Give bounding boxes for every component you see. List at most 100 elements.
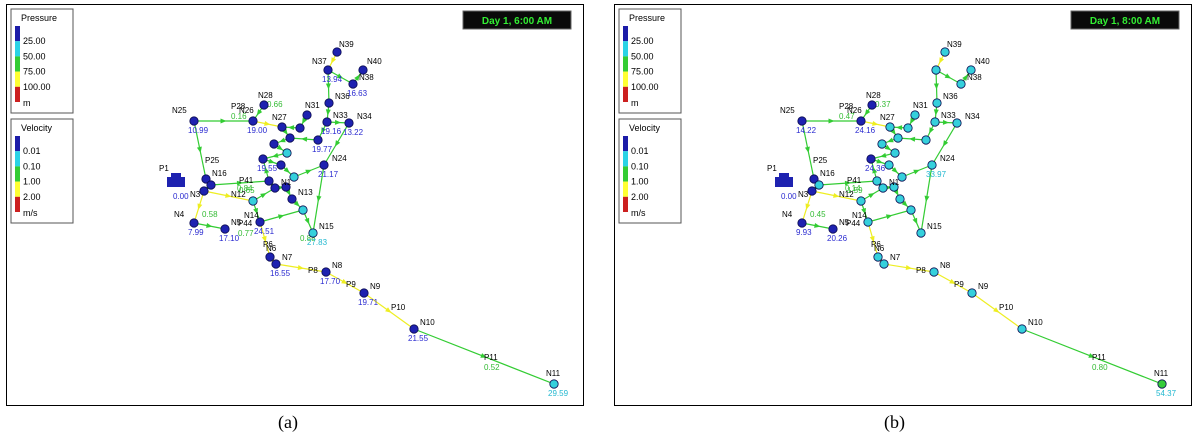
junction-node[interactable]	[889, 182, 899, 192]
junction-node[interactable]	[929, 267, 939, 277]
junction-node[interactable]	[313, 135, 323, 145]
junction-node[interactable]	[276, 160, 286, 170]
junction-node[interactable]	[916, 228, 926, 238]
junction-node[interactable]	[248, 116, 258, 126]
junction-node[interactable]	[322, 117, 332, 127]
junction-node[interactable]	[348, 79, 358, 89]
junction-node[interactable]	[797, 218, 807, 228]
junction-node[interactable]	[277, 122, 287, 132]
junction-node[interactable]	[797, 116, 807, 126]
legend-frame	[10, 8, 74, 114]
pipe-label: P9	[346, 280, 356, 289]
junction-node[interactable]	[270, 183, 280, 193]
junction-node[interactable]	[1157, 379, 1167, 389]
junction-node[interactable]	[890, 148, 900, 158]
junction-node[interactable]	[1017, 324, 1027, 334]
junction-node[interactable]	[952, 118, 962, 128]
junction-node[interactable]	[295, 123, 305, 133]
junction-node[interactable]	[199, 186, 209, 196]
network-map-b[interactable]: P10.00P280.47P25P411.59P44P6P8P9P10P110.…	[615, 5, 1191, 405]
legend-title: Velocity	[21, 123, 53, 133]
junction-node[interactable]	[344, 118, 354, 128]
junction-node[interactable]	[319, 160, 329, 170]
junction-node[interactable]	[879, 259, 889, 269]
junction-node[interactable]	[189, 116, 199, 126]
junction-node[interactable]	[885, 122, 895, 132]
reservoir-tank[interactable]	[167, 173, 185, 187]
junction-node[interactable]	[323, 65, 333, 75]
junction-node[interactable]	[258, 154, 268, 164]
junction-node[interactable]	[856, 116, 866, 126]
flow-arrow-icon	[933, 109, 939, 116]
junction-node[interactable]	[866, 154, 876, 164]
junction-node[interactable]	[863, 217, 873, 227]
junction-node[interactable]	[248, 196, 258, 206]
junction-node[interactable]	[895, 194, 905, 204]
junction-node[interactable]	[549, 379, 559, 389]
junction-node[interactable]	[298, 205, 308, 215]
junction-node[interactable]	[302, 110, 312, 120]
junction-node[interactable]	[966, 65, 976, 75]
network-map-panel-b[interactable]: P1 0.00 P28 0.47 P25 P41 1.59 P44 P6 P8 P9 P10 P11 0.…	[614, 4, 1192, 406]
junction-label: N12	[839, 190, 854, 199]
junction-node[interactable]	[255, 217, 265, 227]
junction-node[interactable]	[282, 148, 292, 158]
junction-node[interactable]	[903, 123, 913, 133]
junction-node[interactable]	[867, 100, 877, 110]
junction-node[interactable]	[878, 183, 888, 193]
junction-node[interactable]	[287, 194, 297, 204]
junction-node[interactable]	[932, 98, 942, 108]
junction-node[interactable]	[259, 100, 269, 110]
junction-node[interactable]	[285, 133, 295, 143]
junction-node[interactable]	[906, 205, 916, 215]
reservoir-tank[interactable]	[775, 173, 793, 187]
junction-node[interactable]	[856, 196, 866, 206]
junction-node[interactable]	[271, 259, 281, 269]
network-map-panel-a[interactable]: P1 0.00 P28 0.16 P25 P41 0.65 P44 0.77 P6 P8 P9 P10 P…	[6, 4, 584, 406]
junction-node[interactable]	[809, 174, 819, 184]
junction-node[interactable]	[189, 218, 199, 228]
junction-node[interactable]	[967, 288, 977, 298]
junction-node[interactable]	[264, 176, 274, 186]
junction-node[interactable]	[910, 110, 920, 120]
junction-node[interactable]	[358, 65, 368, 75]
junction-node[interactable]	[873, 252, 883, 262]
junction-node[interactable]	[359, 288, 369, 298]
junction-node[interactable]	[220, 224, 230, 234]
legend-color-swatch	[15, 26, 20, 42]
junction-node[interactable]	[289, 172, 299, 182]
junction-node[interactable]	[281, 182, 291, 192]
junction-node[interactable]	[921, 135, 931, 145]
junction-node[interactable]	[265, 252, 275, 262]
junction-node[interactable]	[931, 65, 941, 75]
pipe-label: P10	[391, 303, 406, 312]
junction-node[interactable]	[927, 160, 937, 170]
junction-node[interactable]	[893, 133, 903, 143]
flow-arrow-icon	[282, 128, 288, 135]
legend-color-swatch	[15, 56, 20, 72]
flow-arrow-icon	[304, 217, 310, 225]
junction-node[interactable]	[884, 160, 894, 170]
junction-node[interactable]	[332, 47, 342, 57]
junction-node[interactable]	[828, 224, 838, 234]
flow-arrow-icon	[913, 169, 920, 175]
junction-node[interactable]	[308, 228, 318, 238]
junction-node[interactable]	[930, 117, 940, 127]
junction-node[interactable]	[206, 180, 216, 190]
junction-node[interactable]	[814, 180, 824, 190]
junction-label: N5	[231, 218, 242, 227]
junction-node[interactable]	[956, 79, 966, 89]
junction-node[interactable]	[201, 174, 211, 184]
junction-node[interactable]	[409, 324, 419, 334]
junction-node[interactable]	[321, 267, 331, 277]
junction-node[interactable]	[807, 186, 817, 196]
junction-node[interactable]	[877, 139, 887, 149]
pipe-velocity-value: 0.16	[231, 112, 247, 121]
junction-node[interactable]	[897, 172, 907, 182]
pipe-label: P44	[238, 219, 253, 228]
junction-node[interactable]	[940, 47, 950, 57]
junction-node[interactable]	[872, 176, 882, 186]
junction-node[interactable]	[269, 139, 279, 149]
junction-node[interactable]	[324, 98, 334, 108]
